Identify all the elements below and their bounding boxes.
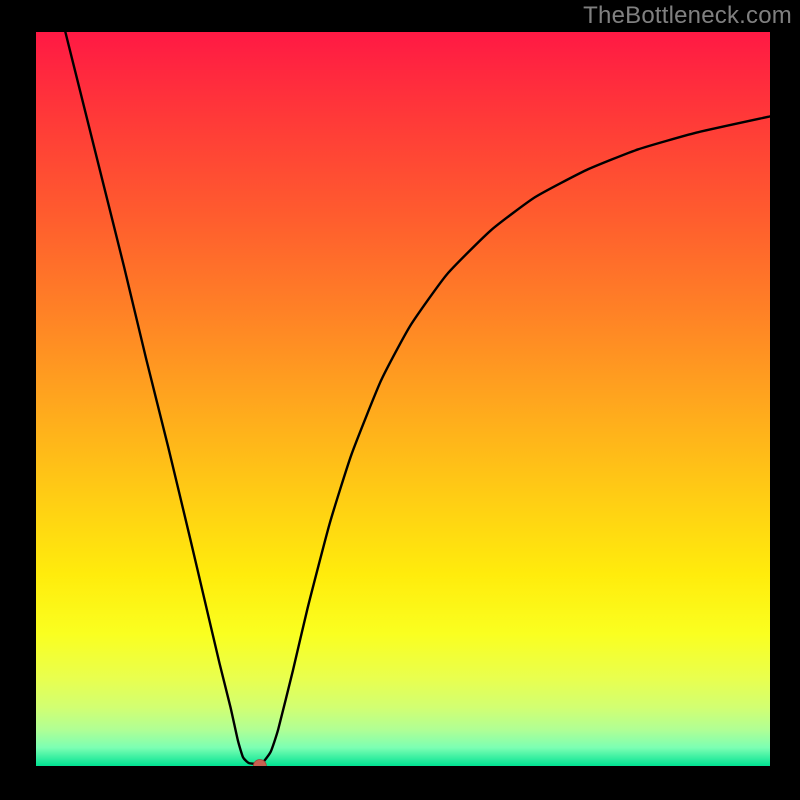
plot-svg [36,32,770,766]
chart-frame: TheBottleneck.com [0,0,800,800]
plot-area [36,32,770,766]
watermark-text: TheBottleneck.com [583,2,792,30]
